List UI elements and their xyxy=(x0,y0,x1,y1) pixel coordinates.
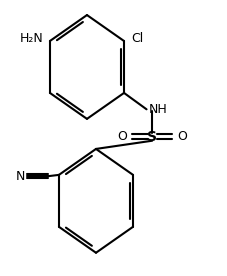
Text: NH: NH xyxy=(148,103,167,116)
Text: O: O xyxy=(176,130,186,143)
Text: O: O xyxy=(117,130,127,143)
Text: Cl: Cl xyxy=(130,32,142,45)
Text: S: S xyxy=(147,130,156,144)
Text: N: N xyxy=(16,170,25,183)
Text: H₂N: H₂N xyxy=(19,32,43,45)
